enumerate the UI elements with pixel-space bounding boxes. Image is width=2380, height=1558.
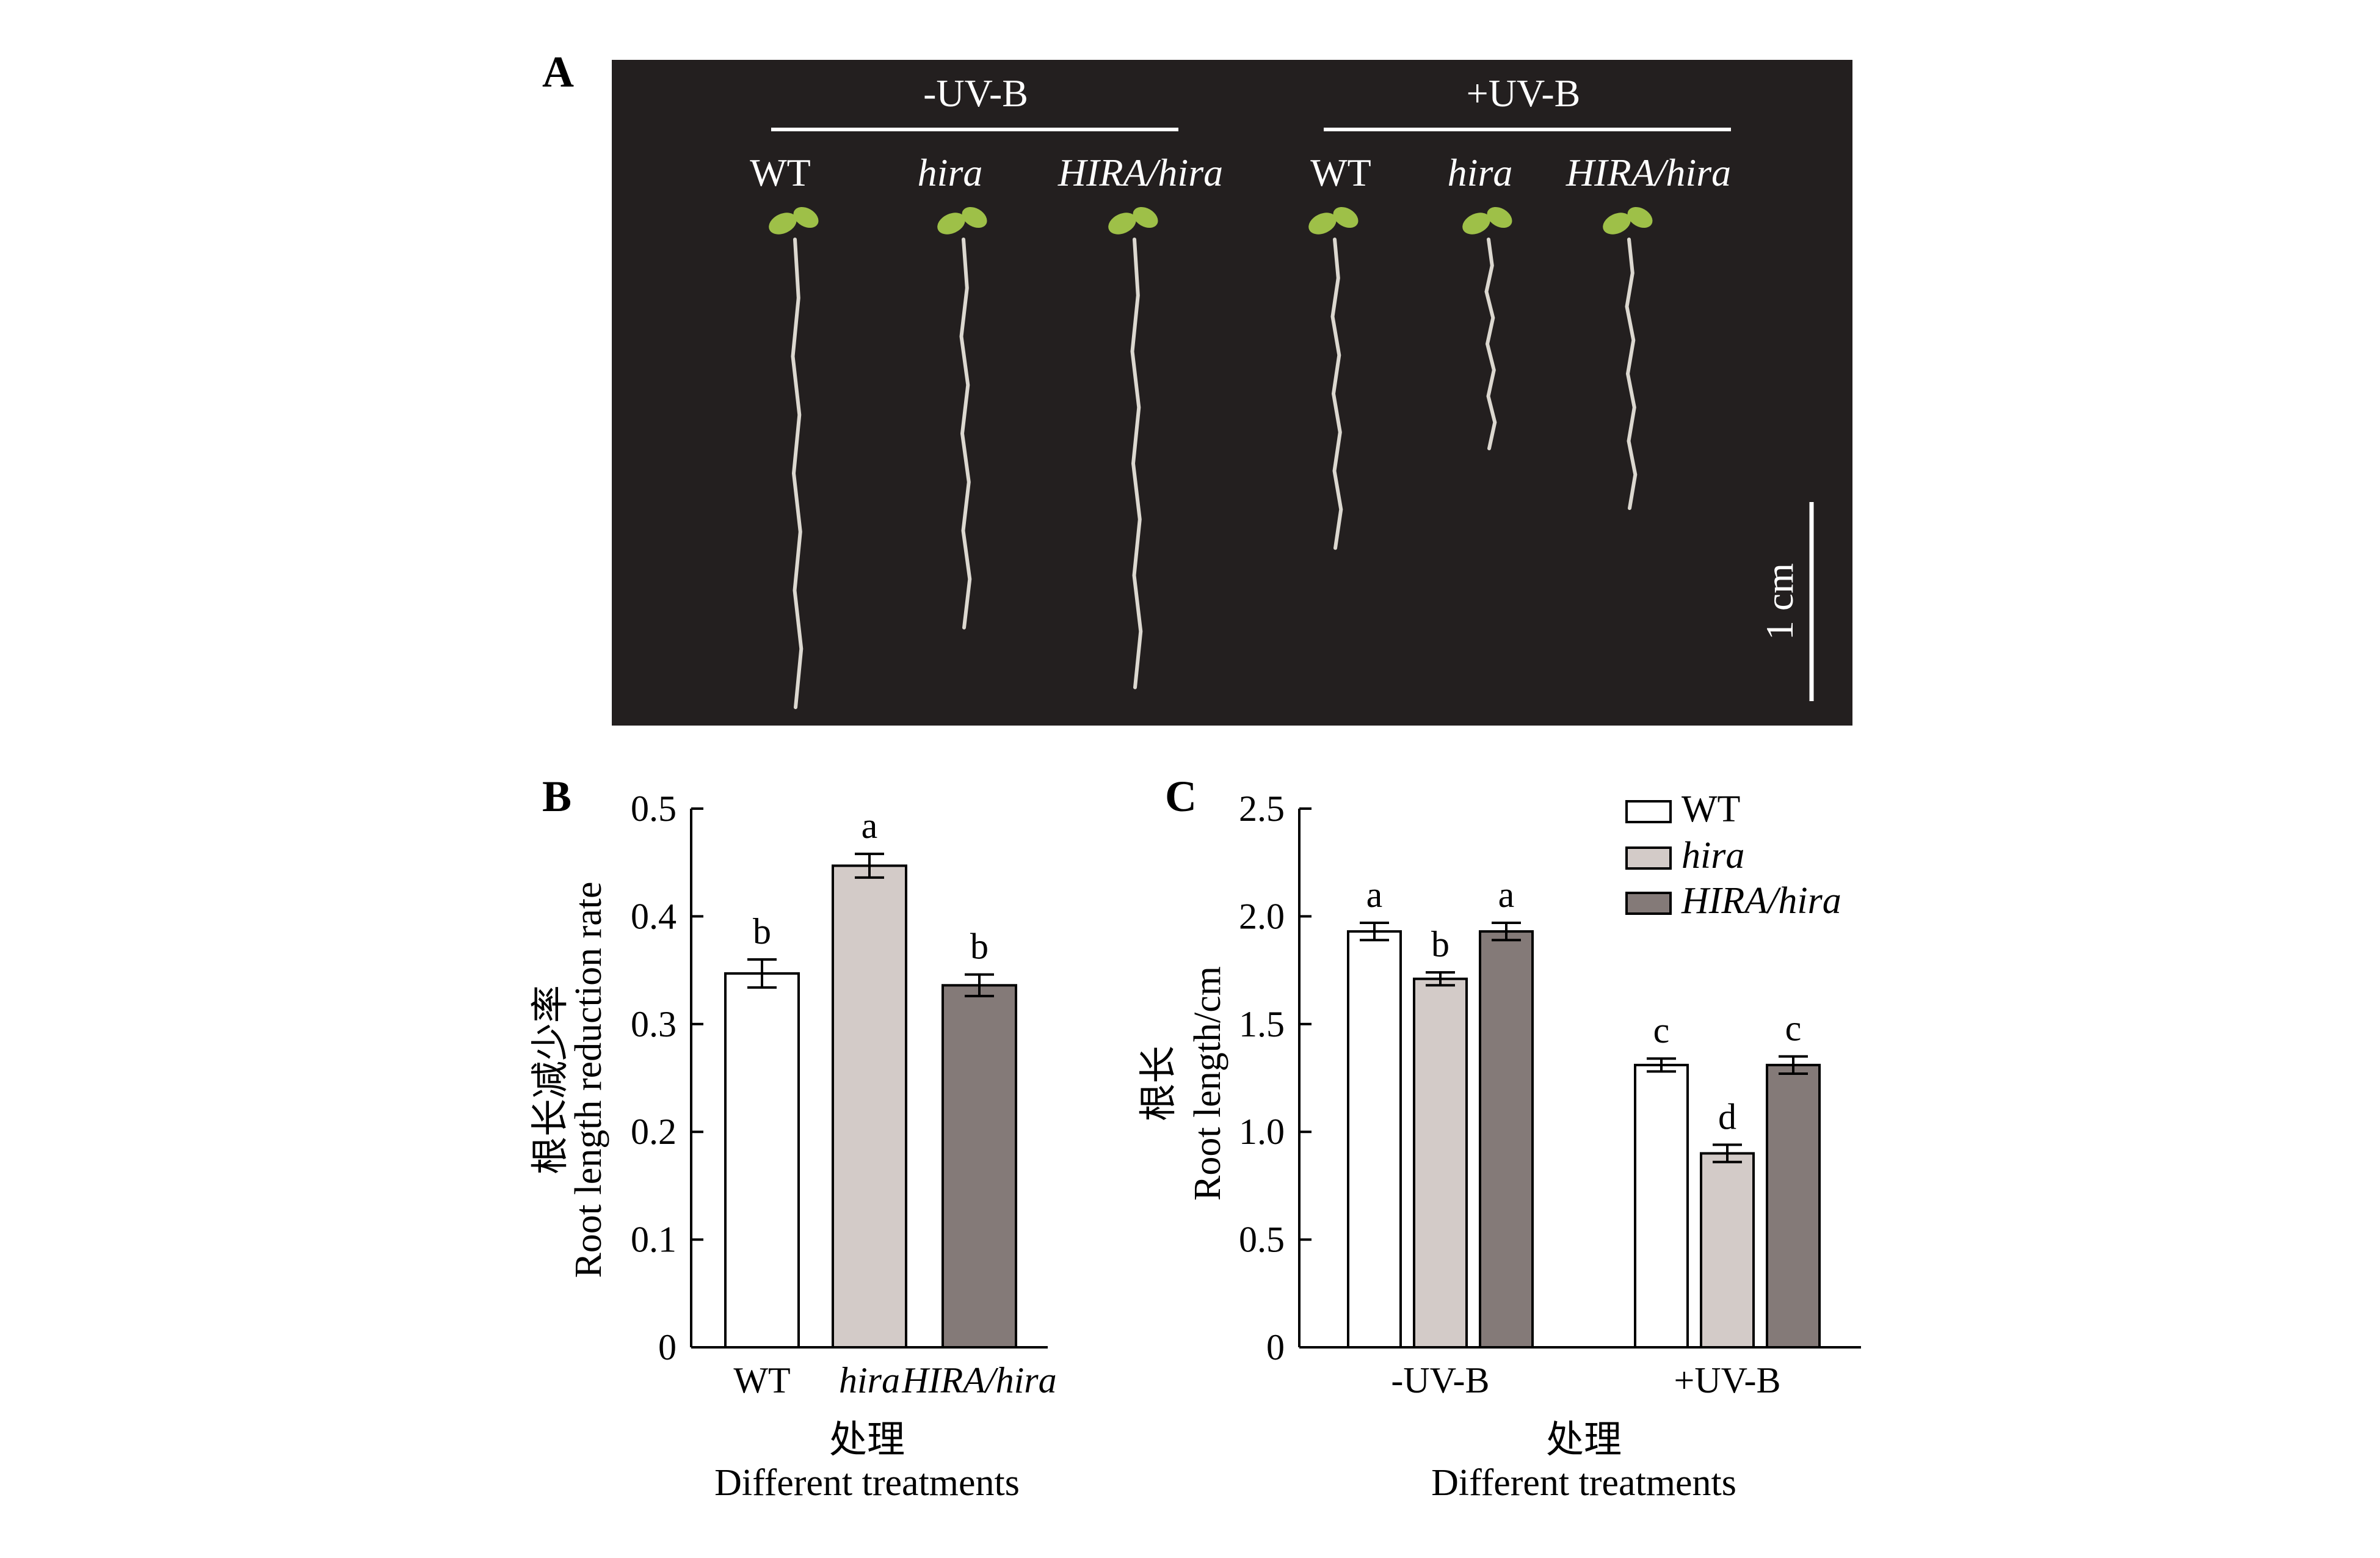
y-tick-label: 2.0 [1239,896,1285,936]
x-tick-label: +UV-B [1674,1360,1781,1400]
seedling-cotyledon-right-1-2 [1627,206,1653,228]
bar-c-1-1 [1700,1152,1755,1349]
seedling-root-0-2 [1130,238,1143,690]
group-plus-uvb-label: +UV-B [1467,71,1581,115]
y-tick-label: 0.3 [631,1004,677,1044]
seedling-cotyledon-right-0-1 [962,206,987,228]
seedling-root-0-1 [959,238,972,630]
significance-letter: a [1366,875,1383,915]
legend-swatch [1625,892,1672,915]
line-label-hira-plus: hira [1448,151,1513,194]
legend-label: HIRA/hira [1681,880,1841,922]
line-label-hira-comp-plus: HIRA/hira [1566,151,1731,194]
significance-letter: b [1431,924,1449,964]
chart-b-ylabel-zh: 根长减少率 [530,985,571,1174]
seedling-root-1-0 [1330,238,1343,550]
legend-label: WT [1682,788,1740,830]
y-tick-label: 1.5 [1239,1004,1285,1044]
bar-c-1-2 [1766,1063,1821,1349]
seedlings [769,206,1653,710]
legend-swatch [1625,846,1672,870]
significance-letter: a [862,806,878,846]
y-tick-label: 0.4 [631,896,677,936]
chart-c: 0 0.5 1.0 1.5 2.0 2.5 a b a -UV-B c d c +UV-B WT hiraHI… [1239,788,1861,1400]
chart-c-ylabel: Root length/cm [1187,966,1228,1201]
x-tick-label: hira [839,1360,900,1400]
y-tick-label: 1.0 [1239,1112,1285,1152]
line-label-wt-plus: WT [1310,151,1371,194]
legend-label: hira [1682,835,1744,876]
significance-letter: a [1498,875,1515,915]
seedling-photo [612,60,1852,726]
chart-c-ylabel-zh: 根长 [1138,1046,1180,1121]
seedling-cotyledon-left-0-1 [937,213,965,235]
seedling-cotyledon-left-1-1 [1462,213,1490,235]
y-tick-label: 0.5 [631,788,677,829]
chart-b: 0 0.1 0.2 0.3 0.4 0.5 b WT a hira b HIRA/hira [631,788,1057,1400]
significance-letter: b [970,926,989,967]
seedling-cotyledon-right-0-2 [1133,206,1158,228]
seedling-root-1-1 [1484,238,1497,451]
y-tick-label: 0 [1266,1327,1285,1367]
chart-c-xlabel: Different treatments [1431,1462,1736,1504]
significance-letter: c [1653,1010,1670,1050]
seedling-cotyledon-left-1-0 [1308,213,1337,235]
line-label-hira-comp-minus: HIRA/hira [1058,151,1223,194]
seedling-cotyledon-right-0-0 [793,206,819,228]
group-minus-uvb-label: -UV-B [923,71,1028,115]
x-tick-label: -UV-B [1391,1360,1489,1400]
panel-b-label: B [542,772,571,821]
x-tick-label: WT [733,1360,790,1400]
seedling-cotyledon-right-1-1 [1487,206,1512,228]
bar-c-0-1 [1413,977,1468,1349]
y-tick-label: 0 [658,1327,677,1367]
bar-b-0 [724,972,800,1349]
chart-b-ylabel: Root length reduction rate [568,881,609,1278]
significance-letter: b [753,911,771,952]
scale-bar-label: 1 cm [1758,563,1801,640]
seedling-cotyledon-left-0-2 [1108,213,1136,235]
y-tick-label: 0.2 [631,1112,677,1152]
line-label-wt-minus: WT [750,151,811,194]
panel-a-label: A [542,48,574,96]
bar-c-1-0 [1634,1063,1689,1349]
chart-c-xlabel-zh: 处理 [1546,1419,1622,1461]
bar-b-1 [832,864,907,1349]
seedling-cotyledon-left-0-0 [769,213,797,235]
seedling-root-1-2 [1625,238,1638,511]
chart-b-xlabel: Different treatments [714,1462,1020,1504]
significance-letter: c [1785,1008,1802,1049]
y-tick-label: 2.5 [1239,788,1285,829]
panel-c-label: C [1165,772,1197,821]
y-tick-label: 0.1 [631,1220,677,1260]
y-tick-label: 0.5 [1239,1220,1285,1260]
x-tick-label: HIRA/hira [901,1360,1056,1400]
seedling-cotyledon-right-1-0 [1333,206,1359,228]
bar-b-2 [941,984,1017,1349]
bar-c-0-2 [1479,930,1534,1349]
seedling-root-0-0 [791,238,804,710]
legend-swatch [1625,800,1672,823]
seedling-cotyledon-left-1-2 [1603,213,1631,235]
bar-c-0-0 [1347,930,1402,1349]
line-label-hira-minus: hira [918,151,983,194]
significance-letter: d [1718,1096,1736,1137]
chart-b-xlabel-zh: 处理 [829,1419,905,1461]
